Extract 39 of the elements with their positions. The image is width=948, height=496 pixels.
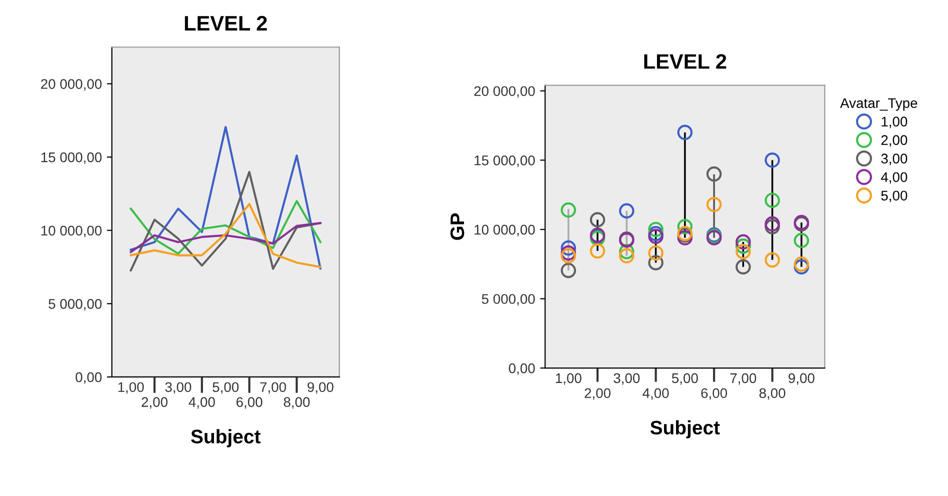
legend-title: Avatar_Type bbox=[840, 98, 918, 111]
x-tick-label: 1,00 bbox=[118, 382, 144, 394]
x-tick-label: 7,00 bbox=[730, 373, 756, 385]
y-tick-label: 5 000,00 bbox=[482, 294, 535, 306]
x-tick-label: 6,00 bbox=[701, 388, 728, 400]
legend-label: 1,00 bbox=[882, 116, 908, 128]
y-axis-title: GP bbox=[450, 213, 464, 240]
legend-label: 5,00 bbox=[881, 190, 908, 202]
y-tick-label: 0,00 bbox=[508, 363, 535, 375]
legend-label: 3,00 bbox=[881, 154, 908, 166]
x-tick-label: 4,00 bbox=[188, 397, 215, 409]
x-tick-label: 4,00 bbox=[642, 388, 669, 400]
y-tick-label: 10 000,00 bbox=[474, 224, 535, 236]
y-tick-label: 5 000,00 bbox=[48, 298, 102, 310]
y-tick-label: 20 000,00 bbox=[41, 79, 102, 91]
x-tick-label: 8,00 bbox=[284, 397, 310, 409]
x-axis-title: Subject bbox=[191, 429, 261, 448]
x-tick-label: 6,00 bbox=[236, 397, 262, 409]
y-tick-label: 10 000,00 bbox=[41, 226, 102, 238]
x-tick-label: 3,00 bbox=[165, 382, 192, 394]
chart-title: LEVEL 2 bbox=[644, 54, 726, 69]
x-tick-label: 7,00 bbox=[260, 382, 286, 394]
y-tick-label: 20 000,00 bbox=[474, 86, 535, 98]
y-tick-label: 15 000,00 bbox=[474, 155, 535, 167]
x-axis-title: Subject bbox=[650, 420, 720, 438]
chart-title: LEVEL 2 bbox=[184, 16, 267, 30]
x-tick-label: 2,00 bbox=[142, 397, 168, 409]
legend-label: 4,00 bbox=[881, 172, 908, 184]
x-tick-label: 5,00 bbox=[672, 373, 698, 385]
x-tick-label: 2,00 bbox=[584, 388, 611, 400]
y-tick-label: 0,00 bbox=[76, 372, 102, 384]
x-tick-label: 1,00 bbox=[556, 373, 582, 385]
legend-label: 2,00 bbox=[881, 135, 908, 147]
x-tick-label: 9,00 bbox=[788, 373, 814, 385]
x-tick-label: 3,00 bbox=[614, 373, 640, 385]
x-tick-label: 9,00 bbox=[308, 382, 334, 394]
y-tick-label: 15 000,00 bbox=[41, 152, 102, 164]
x-tick-label: 5,00 bbox=[212, 382, 239, 394]
x-tick-label: 8,00 bbox=[759, 388, 786, 400]
